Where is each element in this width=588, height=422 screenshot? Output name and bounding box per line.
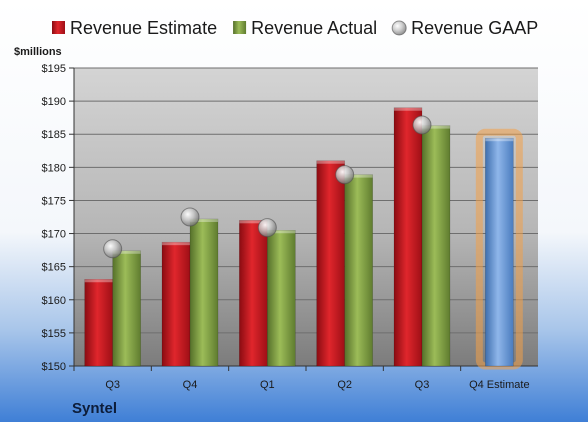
bar-revenue-actual (267, 229, 296, 367)
company-name: Syntel (72, 400, 117, 417)
bar-revenue-estimate (161, 241, 191, 367)
bar-revenue-actual (112, 250, 141, 367)
y-tick-label: $180 (42, 162, 66, 174)
x-tick-label: Q3 (105, 379, 120, 391)
gaap-point (335, 165, 355, 185)
bar-top-highlight (422, 125, 450, 129)
legend-swatch (233, 21, 247, 34)
plot-area (74, 68, 538, 366)
bar-top-highlight (84, 279, 113, 283)
gaap-point (180, 207, 200, 227)
gaap-point (103, 239, 123, 259)
legend-swatch-gaap (391, 20, 407, 36)
y-tick-label: $165 (42, 262, 66, 274)
bar-top-highlight (485, 138, 514, 142)
y-tick-label: $170 (42, 229, 66, 241)
bar-top-highlight (162, 242, 190, 246)
y-tick-label: $155 (42, 328, 66, 340)
bar-top-highlight (112, 250, 141, 254)
gaap-point (412, 115, 432, 135)
x-tick-label: Q3 (415, 379, 430, 391)
bar-revenue-estimate (393, 107, 423, 367)
bar-revenue-estimate (316, 160, 345, 367)
bar-revenue-actual (421, 125, 451, 367)
bar-top-highlight (394, 107, 422, 111)
gaap-point (257, 218, 277, 238)
bar-top-highlight (239, 220, 268, 224)
x-tick-label: Q1 (260, 379, 275, 391)
bar-top-highlight (190, 218, 218, 222)
y-tick-label: $190 (42, 96, 66, 108)
legend-swatch (52, 21, 65, 34)
legend-label: Revenue Actual (251, 18, 377, 38)
y-axis-unit-label: $millions (14, 46, 62, 58)
x-tick-label: Q2 (337, 379, 352, 391)
y-tick-label: $150 (42, 361, 66, 373)
bar-revenue-estimate (239, 220, 268, 367)
bar-revenue-actual (344, 174, 373, 367)
y-tick-label: $185 (42, 129, 66, 141)
y-tick-label: $195 (42, 63, 66, 75)
legend-label: Revenue GAAP (411, 18, 538, 38)
x-tick-label: Q4 (183, 379, 198, 391)
legend-label: Revenue Estimate (70, 18, 217, 38)
y-tick-label: $175 (42, 195, 66, 207)
bar-revenue-actual (189, 218, 219, 367)
bar-top-highlight (267, 230, 296, 234)
bar-top-highlight (316, 160, 345, 164)
bar-estimate (485, 137, 514, 367)
y-tick-label: $160 (42, 295, 66, 307)
bar-revenue-estimate (84, 278, 113, 367)
x-tick-label: Q4 Estimate (469, 379, 530, 391)
bar-top-highlight (344, 174, 373, 178)
